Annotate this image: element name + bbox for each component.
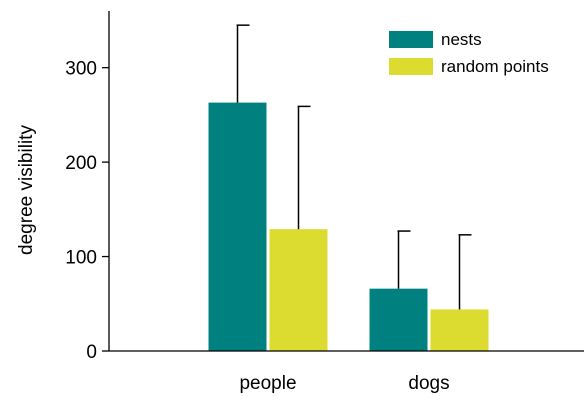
- bar-random-points-people: [269, 229, 328, 351]
- x-tick-label-people: people: [239, 373, 296, 394]
- legend-swatch-nests: [389, 31, 433, 48]
- y-tick-label-0: 0: [86, 342, 97, 363]
- y-axis-label: degree visibility: [16, 125, 37, 255]
- y-tick-label-100: 100: [65, 248, 97, 269]
- legend-label-random-points: random points: [441, 57, 549, 76]
- x-tick-label-dogs: dogs: [408, 373, 449, 394]
- y-tick-label-200: 200: [65, 153, 97, 174]
- bar-nests-people: [208, 102, 267, 351]
- legend-label-nests: nests: [441, 30, 482, 49]
- legend-swatch-random-points: [389, 58, 433, 75]
- bars-group: [208, 102, 489, 351]
- axes-group: people dogs 0 100 200 300: [65, 11, 584, 394]
- bar-random-points-dogs: [430, 309, 489, 351]
- legend: nests random points: [389, 30, 549, 76]
- y-tick-label-300: 300: [65, 59, 97, 80]
- bar-nests-dogs: [369, 288, 428, 351]
- error-bars-group: [236, 24, 472, 310]
